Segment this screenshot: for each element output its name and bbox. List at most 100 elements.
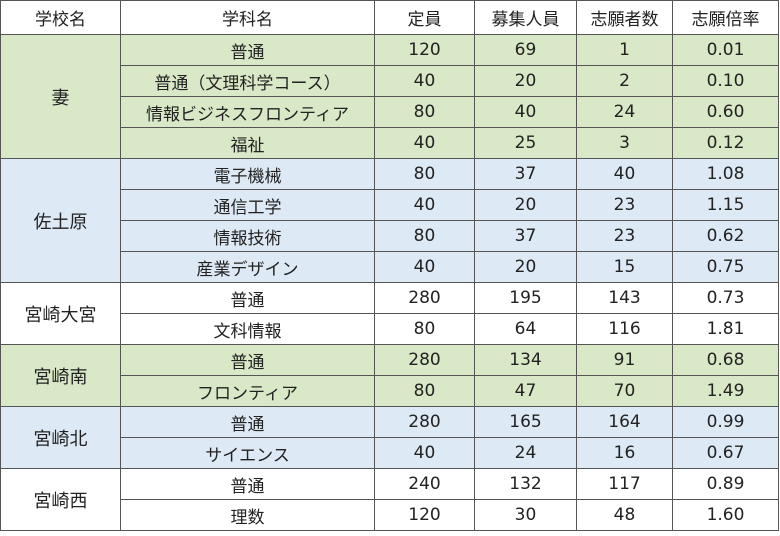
recruitment-value: 20 <box>474 251 577 283</box>
ratio-value: 0.60 <box>672 96 779 128</box>
table-row: 宮崎大宮 普通 280 195 143 0.73 <box>0 282 779 345</box>
table-row: 佐土原 電子機械 80 37 40 1.08 <box>0 158 779 283</box>
recruitment-value: 132 <box>474 468 577 500</box>
recruitment-value: 37 <box>474 158 577 190</box>
recruitment-value: 69 <box>474 34 577 66</box>
ratio-value: 0.01 <box>672 34 779 66</box>
capacity-value: 240 <box>374 468 475 500</box>
school-name: 佐土原 <box>0 158 121 283</box>
capacity-value: 40 <box>374 251 475 283</box>
capacity-value: 80 <box>374 158 475 190</box>
header-applicants: 志願者数 <box>576 0 673 35</box>
table-row: サイエンス 40 24 16 0.67 <box>1 437 779 469</box>
recruitment-value: 47 <box>474 375 577 407</box>
applicants-value: 143 <box>576 282 673 314</box>
recruitment-value: 195 <box>474 282 577 314</box>
applicants-value: 1 <box>576 34 673 66</box>
table-row: 普通（文理科学コース） 40 20 2 0.10 <box>1 65 779 97</box>
capacity-value: 120 <box>374 34 475 66</box>
applicants-value: 91 <box>576 344 673 376</box>
recruitment-value: 24 <box>474 437 577 469</box>
department-name: 産業デザイン <box>120 251 375 283</box>
capacity-value: 280 <box>374 406 475 438</box>
table-row: 通信工学 40 20 23 1.15 <box>1 189 779 221</box>
capacity-value: 40 <box>374 65 475 97</box>
header-capacity: 定員 <box>374 0 475 35</box>
school-name: 妻 <box>0 34 121 159</box>
recruitment-value: 25 <box>474 127 577 159</box>
capacity-value: 280 <box>374 344 475 376</box>
capacity-value: 80 <box>374 313 475 345</box>
table-row: フロンティア 80 47 70 1.49 <box>1 375 779 407</box>
ratio-value: 1.81 <box>672 313 779 345</box>
applicants-value: 40 <box>576 158 673 190</box>
recruitment-value: 134 <box>474 344 577 376</box>
ratio-value: 0.89 <box>672 468 779 500</box>
applicants-value: 117 <box>576 468 673 500</box>
table-row: 宮崎北 普通 280 165 164 0.99 <box>0 406 779 469</box>
capacity-value: 40 <box>374 189 475 221</box>
table-row: 理数 120 30 48 1.60 <box>1 499 779 531</box>
department-name: 普通（文理科学コース） <box>120 65 375 97</box>
ratio-value: 0.68 <box>672 344 779 376</box>
applicants-value: 116 <box>576 313 673 345</box>
applicants-value: 3 <box>576 127 673 159</box>
ratio-value: 0.75 <box>672 251 779 283</box>
table-row: 宮崎南 普通 280 134 91 0.68 <box>0 344 779 407</box>
header-ratio: 志願倍率 <box>672 0 779 35</box>
department-name: 理数 <box>120 499 375 531</box>
recruitment-value: 40 <box>474 96 577 128</box>
applicants-value: 24 <box>576 96 673 128</box>
capacity-value: 80 <box>374 220 475 252</box>
table-row: 妻 普通 120 69 1 0.01 <box>0 34 779 159</box>
header-department: 学科名 <box>120 0 375 35</box>
capacity-value: 120 <box>374 499 475 531</box>
ratio-value: 1.49 <box>672 375 779 407</box>
department-name: 文科情報 <box>120 313 375 345</box>
recruitment-value: 30 <box>474 499 577 531</box>
applicants-value: 16 <box>576 437 673 469</box>
school-name: 宮崎大宮 <box>0 282 121 345</box>
department-name: 情報ビジネスフロンティア <box>120 96 375 128</box>
department-name: フロンティア <box>120 375 375 407</box>
school-name: 宮崎北 <box>0 406 121 469</box>
department-name: 情報技術 <box>120 220 375 252</box>
recruitment-value: 20 <box>474 189 577 221</box>
ratio-value: 0.73 <box>672 282 779 314</box>
department-name: 普通 <box>120 34 375 66</box>
capacity-value: 80 <box>374 96 475 128</box>
department-name: 電子機械 <box>120 158 375 190</box>
ratio-value: 0.62 <box>672 220 779 252</box>
school-name: 宮崎西 <box>0 468 121 531</box>
school-name: 宮崎南 <box>0 344 121 407</box>
header-school: 学校名 <box>0 0 121 35</box>
recruitment-value: 165 <box>474 406 577 438</box>
department-name: 普通 <box>120 406 375 438</box>
department-name: 普通 <box>120 282 375 314</box>
department-name: サイエンス <box>120 437 375 469</box>
ratio-value: 1.60 <box>672 499 779 531</box>
department-name: 福祉 <box>120 127 375 159</box>
ratio-value: 1.08 <box>672 158 779 190</box>
department-name: 普通 <box>120 344 375 376</box>
ratio-value: 0.12 <box>672 127 779 159</box>
recruitment-value: 64 <box>474 313 577 345</box>
ratio-value: 0.10 <box>672 65 779 97</box>
table-row: 宮崎西 普通 240 132 117 0.89 <box>0 468 779 531</box>
applicants-value: 70 <box>576 375 673 407</box>
table-row: 情報技術 80 37 23 0.62 <box>1 220 779 252</box>
applicants-value: 23 <box>576 220 673 252</box>
capacity-value: 280 <box>374 282 475 314</box>
applicants-value: 23 <box>576 189 673 221</box>
table-row: 文科情報 80 64 116 1.81 <box>1 313 779 345</box>
department-name: 通信工学 <box>120 189 375 221</box>
ratio-value: 0.67 <box>672 437 779 469</box>
capacity-value: 40 <box>374 127 475 159</box>
capacity-value: 80 <box>374 375 475 407</box>
ratio-value: 0.99 <box>672 406 779 438</box>
ratio-value: 1.15 <box>672 189 779 221</box>
applicants-value: 164 <box>576 406 673 438</box>
applicants-value: 2 <box>576 65 673 97</box>
department-name: 普通 <box>120 468 375 500</box>
